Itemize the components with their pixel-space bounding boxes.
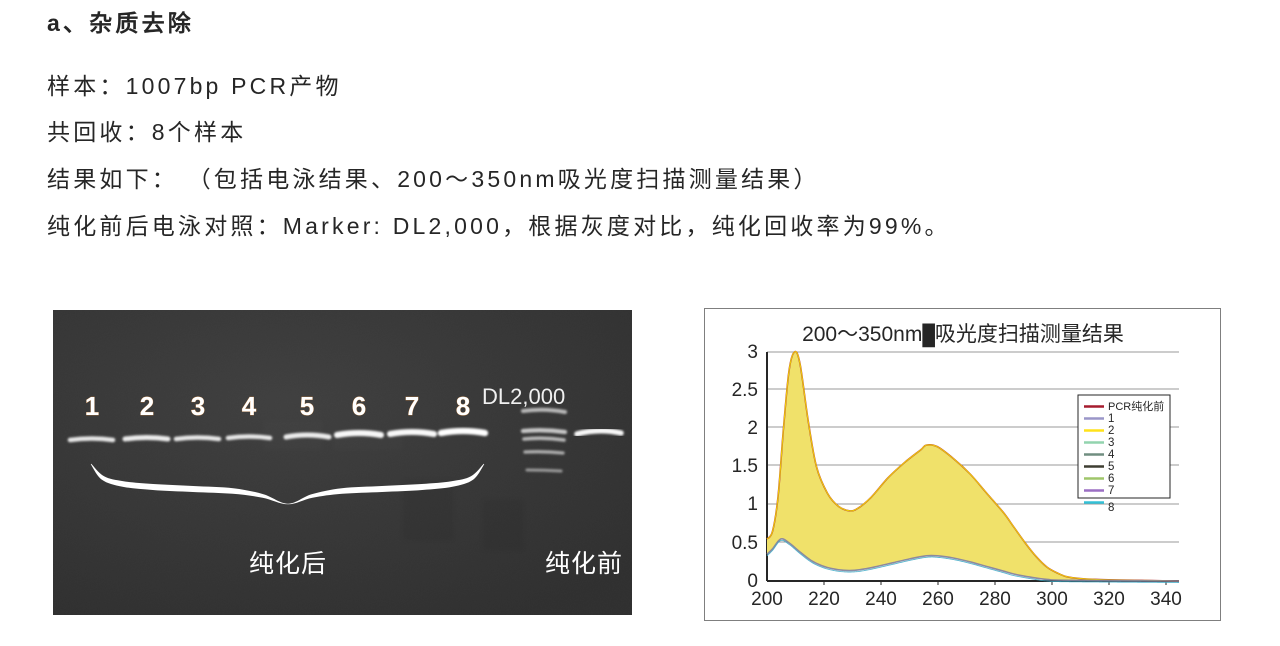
- svg-text:0.5: 0.5: [732, 533, 758, 554]
- svg-text:3: 3: [1108, 437, 1114, 449]
- svg-text:240: 240: [865, 589, 897, 610]
- svg-text:200～350nm█吸光度扫描测量结果: 200～350nm█吸光度扫描测量结果: [802, 323, 1124, 348]
- svg-text:3: 3: [747, 342, 758, 363]
- svg-text:2.5: 2.5: [732, 380, 758, 401]
- svg-text:340: 340: [1150, 589, 1182, 610]
- svg-text:320: 320: [1093, 589, 1125, 610]
- svg-text:2: 2: [1108, 425, 1114, 437]
- svg-text:200: 200: [751, 589, 783, 610]
- svg-text:纯化后: 纯化后: [249, 550, 327, 578]
- svg-text:PCR纯化前: PCR纯化前: [1108, 399, 1164, 413]
- svg-text:3: 3: [191, 391, 205, 421]
- svg-text:300: 300: [1036, 589, 1068, 610]
- svg-text:220: 220: [808, 589, 840, 610]
- svg-text:1: 1: [1108, 413, 1114, 425]
- svg-text:1: 1: [85, 391, 99, 421]
- svg-text:6: 6: [1108, 473, 1114, 485]
- svg-text:4: 4: [1108, 449, 1115, 461]
- svg-text:5: 5: [1108, 461, 1114, 473]
- svg-text:2: 2: [747, 418, 758, 439]
- svg-text:280: 280: [979, 589, 1011, 610]
- svg-text:1: 1: [747, 494, 758, 515]
- svg-text:纯化前: 纯化前: [545, 550, 623, 578]
- svg-text:1.5: 1.5: [732, 456, 758, 477]
- svg-text:7: 7: [1108, 485, 1114, 497]
- svg-text:7: 7: [405, 391, 419, 421]
- svg-text:6: 6: [352, 391, 366, 421]
- svg-text:4: 4: [242, 391, 257, 421]
- svg-text:8: 8: [456, 391, 470, 421]
- svg-text:260: 260: [922, 589, 954, 610]
- svg-text:DL2,000: DL2,000: [482, 384, 565, 409]
- svg-text:2: 2: [140, 391, 154, 421]
- svg-text:8: 8: [1108, 502, 1114, 514]
- svg-text:5: 5: [300, 391, 314, 421]
